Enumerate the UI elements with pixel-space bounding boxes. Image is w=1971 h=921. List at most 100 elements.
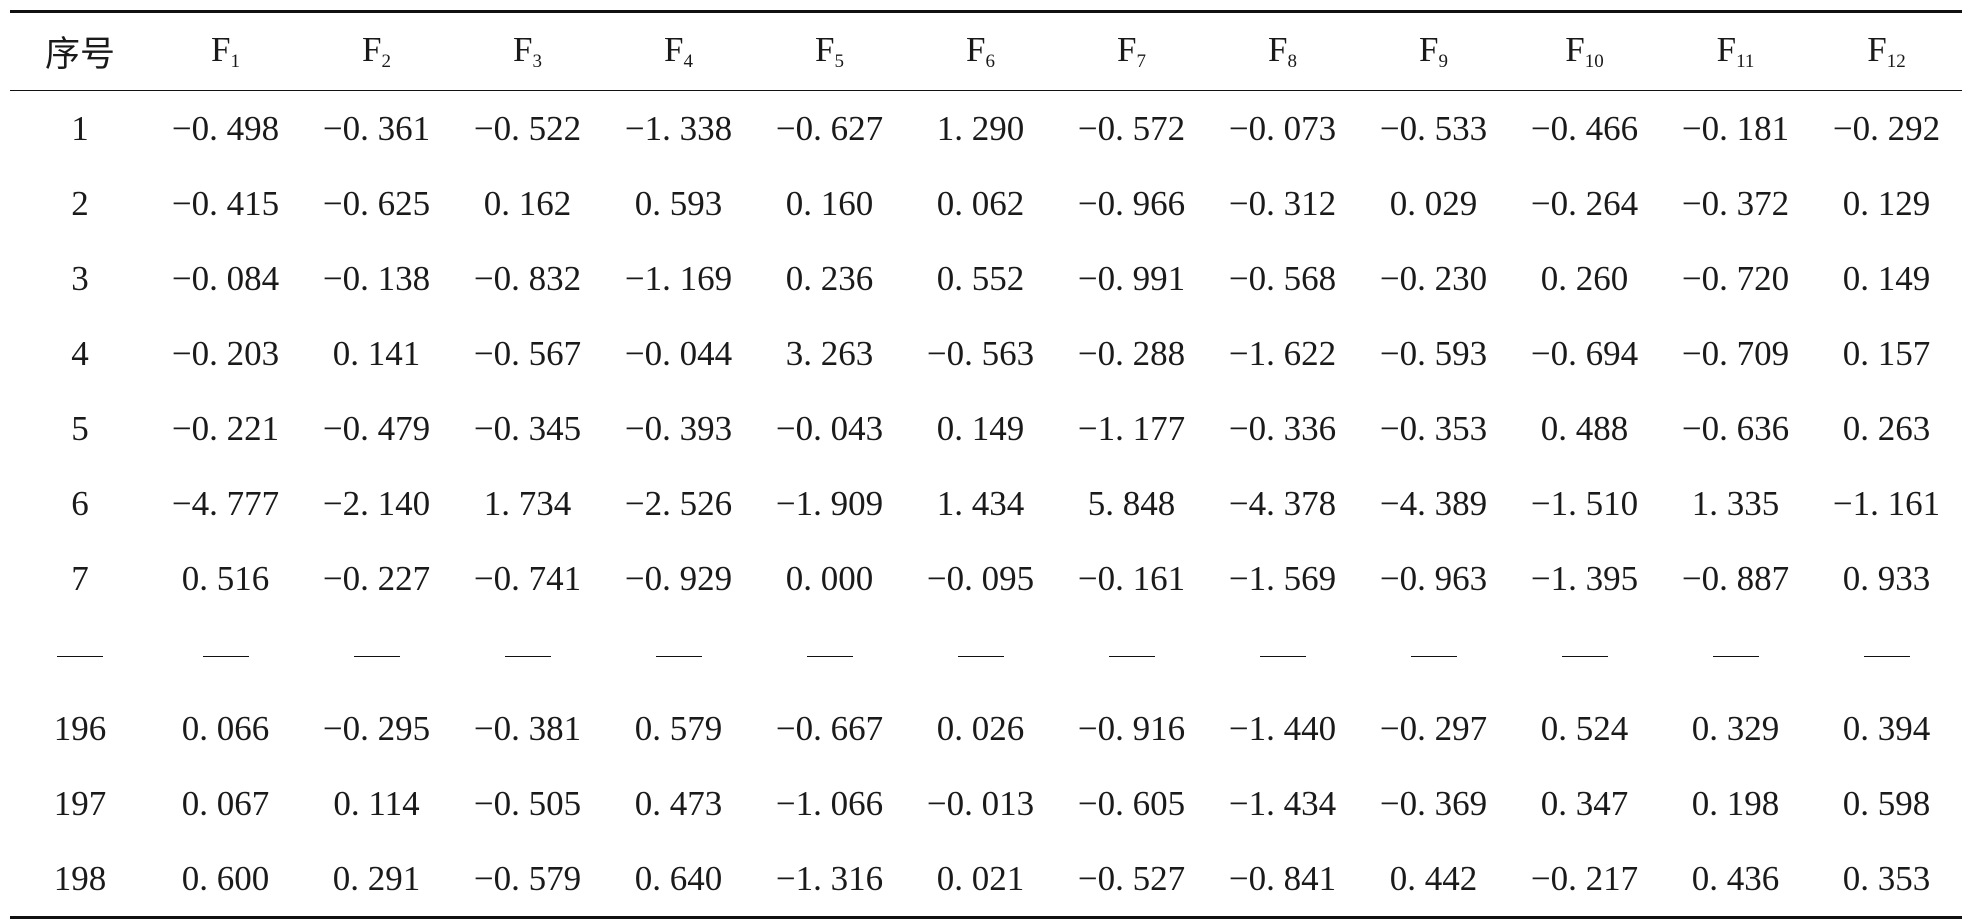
value-cell: −0. 372: [1681, 183, 1790, 223]
value-cell: 0. 263: [1842, 408, 1931, 448]
value-cell: 5. 848: [1087, 483, 1176, 523]
value-cell: −1. 338: [624, 108, 733, 148]
value-cell: −0. 095: [926, 558, 1035, 598]
header-subscript: 12: [1886, 51, 1906, 72]
value-cell: [1056, 616, 1207, 691]
value-cell: [301, 616, 452, 691]
ellipsis-dash: [1561, 655, 1608, 657]
row-index-cell: 198: [53, 858, 107, 898]
ellipsis-dash: [1712, 655, 1759, 657]
value-cell: −0. 044: [624, 333, 733, 373]
row-index-cell: 5: [71, 408, 89, 448]
value-cell: −0. 043: [775, 408, 884, 448]
value-cell: −0. 694: [1530, 333, 1639, 373]
value-cell: 0. 353: [1842, 858, 1931, 898]
row-index-cell: 1: [71, 108, 89, 148]
header-cell-f2: F2: [301, 12, 452, 91]
header-subscript: 3: [532, 51, 542, 72]
table-row: 6 −4. 777 −2. 140 1. 734 −2. 526 −1. 909 1. 43…: [10, 466, 1962, 541]
value-cell: −0. 720: [1681, 258, 1790, 298]
value-cell: [1811, 616, 1962, 691]
value-cell: [452, 616, 603, 691]
header-label: F: [513, 30, 533, 69]
value-cell: −1. 316: [775, 858, 884, 898]
value-cell: 0. 160: [785, 183, 874, 223]
table-row: [10, 616, 1962, 691]
header-cell-f5: F5: [754, 12, 905, 91]
value-cell: −0. 369: [1379, 783, 1488, 823]
value-cell: 0. 000: [785, 558, 874, 598]
value-cell: 0. 442: [1389, 858, 1478, 898]
value-cell: 0. 598: [1842, 783, 1931, 823]
value-cell: 0. 933: [1842, 558, 1931, 598]
value-cell: −1. 510: [1530, 483, 1639, 523]
header-subscript: 9: [1438, 51, 1448, 72]
row-index-cell: [10, 616, 150, 691]
ellipsis-dash: [1410, 655, 1457, 657]
value-cell: −0. 013: [926, 783, 1035, 823]
value-cell: 1. 434: [936, 483, 1025, 523]
value-cell: 0. 347: [1540, 783, 1629, 823]
value-cell: −0. 264: [1530, 183, 1639, 223]
value-cell: 0. 552: [936, 258, 1025, 298]
value-cell: 0. 062: [936, 183, 1025, 223]
value-cell: 0. 473: [634, 783, 723, 823]
value-cell: −4. 389: [1379, 483, 1488, 523]
value-cell: −1. 177: [1077, 408, 1186, 448]
value-cell: −0. 929: [624, 558, 733, 598]
value-cell: −0. 916: [1077, 708, 1186, 748]
value-cell: −1. 909: [775, 483, 884, 523]
header-subscript: 7: [1136, 51, 1146, 72]
value-cell: −0. 336: [1228, 408, 1337, 448]
header-subscript: 8: [1287, 51, 1297, 72]
value-cell: 0. 394: [1842, 708, 1931, 748]
value-cell: [905, 616, 1056, 691]
value-cell: −0. 217: [1530, 858, 1639, 898]
value-cell: 1. 734: [483, 483, 572, 523]
header-cell-f4: F4: [603, 12, 754, 91]
row-index-cell: 7: [71, 558, 89, 598]
value-cell: −0. 636: [1681, 408, 1790, 448]
value-cell: −2. 140: [322, 483, 431, 523]
value-cell: −0. 966: [1077, 183, 1186, 223]
value-cell: 0. 579: [634, 708, 723, 748]
header-label: 序号: [44, 35, 115, 74]
ellipsis-dash: [1108, 655, 1155, 657]
value-cell: −0. 572: [1077, 108, 1186, 148]
value-cell: −0. 625: [322, 183, 431, 223]
table-row: 196 0. 066 −0. 295 −0. 381 0. 579 −0. 667 0. 0…: [10, 691, 1962, 766]
value-cell: [1207, 616, 1358, 691]
value-cell: −0. 522: [473, 108, 582, 148]
value-cell: −0. 138: [322, 258, 431, 298]
header-subscript: 5: [834, 51, 844, 72]
header-label: F: [1268, 30, 1288, 69]
header-cell-f6: F6: [905, 12, 1056, 91]
ellipsis-dash: [1259, 655, 1306, 657]
value-cell: −0. 161: [1077, 558, 1186, 598]
value-cell: 0. 488: [1540, 408, 1629, 448]
value-cell: 0. 260: [1540, 258, 1629, 298]
value-cell: −2. 526: [624, 483, 733, 523]
value-cell: −0. 667: [775, 708, 884, 748]
value-cell: −1. 440: [1228, 708, 1337, 748]
ellipsis-dash: [655, 655, 702, 657]
value-cell: −0. 887: [1681, 558, 1790, 598]
value-cell: −0. 393: [624, 408, 733, 448]
value-cell: −0. 991: [1077, 258, 1186, 298]
value-cell: −0. 297: [1379, 708, 1488, 748]
table-body: 1 −0. 498 −0. 361 −0. 522 −1. 338 −0. 627 1. 2…: [10, 91, 1962, 918]
value-cell: −1. 622: [1228, 333, 1337, 373]
factor-score-table: 序号 F1 F2 F3 F4 F5 F6 F7 F8 F9 F10 F11 F12 1 −0. 498 −0…: [10, 10, 1962, 919]
value-cell: −0. 593: [1379, 333, 1488, 373]
ellipsis-dash: [806, 655, 853, 657]
value-cell: 0. 129: [1842, 183, 1931, 223]
value-cell: −0. 563: [926, 333, 1035, 373]
value-cell: 0. 157: [1842, 333, 1931, 373]
header-cell-f10: F10: [1509, 12, 1660, 91]
value-cell: −1. 161: [1832, 483, 1941, 523]
data-table-container: 序号 F1 F2 F3 F4 F5 F6 F7 F8 F9 F10 F11 F12 1 −0. 498 −0…: [10, 10, 1962, 919]
header-cell-f3: F3: [452, 12, 603, 91]
value-cell: −0. 832: [473, 258, 582, 298]
value-cell: −4. 378: [1228, 483, 1337, 523]
value-cell: −0. 627: [775, 108, 884, 148]
